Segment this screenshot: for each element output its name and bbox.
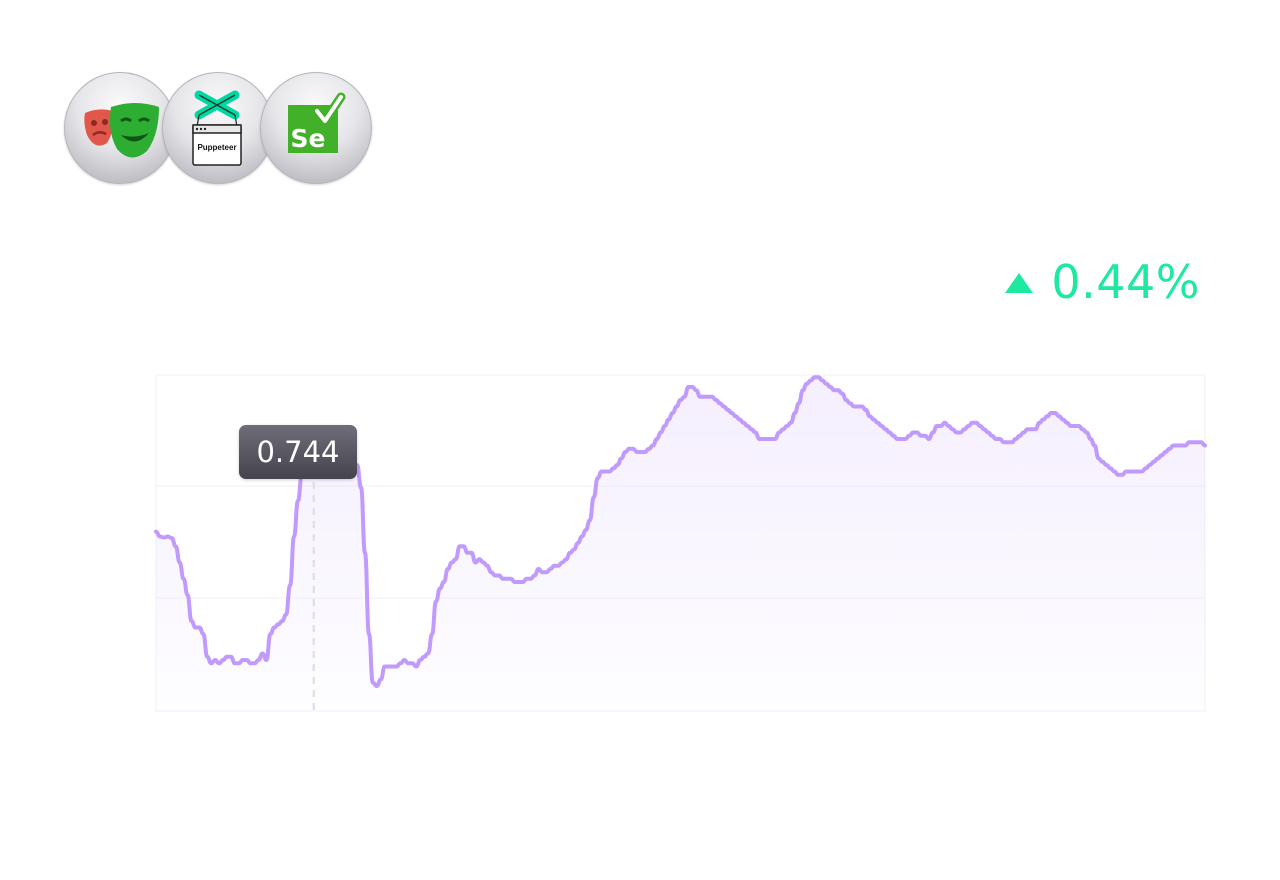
selenium-logo: Se	[260, 72, 372, 184]
puppeteer-icon: Puppeteer	[192, 90, 242, 166]
puppeteer-logo: Puppeteer	[162, 72, 274, 184]
selenium-icon: Se	[288, 92, 346, 153]
change-indicator: 0.44%	[1005, 252, 1200, 312]
selenium-label: Se	[291, 124, 326, 153]
value-tooltip: 0.744	[239, 425, 357, 479]
up-arrow-icon	[1005, 273, 1034, 293]
framework-logos: Puppeteer Se	[64, 72, 384, 184]
change-value: 0.44%	[1051, 255, 1200, 309]
playwright-masks-icon	[84, 103, 159, 158]
area-fill	[156, 377, 1205, 711]
playwright-logo	[64, 72, 176, 184]
puppeteer-label: Puppeteer	[197, 143, 236, 152]
